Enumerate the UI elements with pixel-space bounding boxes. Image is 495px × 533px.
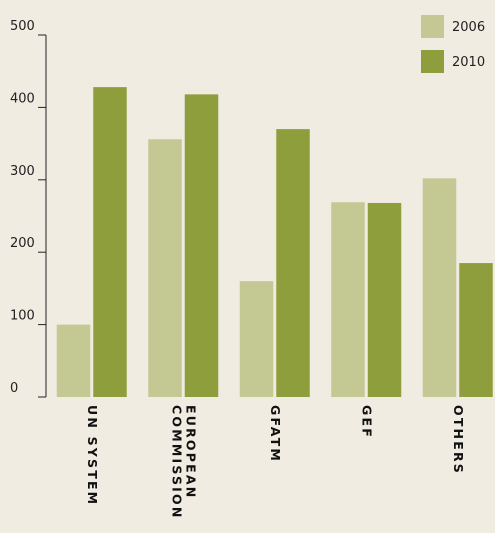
bar xyxy=(367,202,402,397)
y-tick-label: 0 xyxy=(10,381,18,396)
y-tick-label: 200 xyxy=(10,236,35,251)
x-tick-label: EUROPEAN COMMISSION xyxy=(169,405,199,520)
bar xyxy=(56,324,91,397)
y-tick-label: 300 xyxy=(10,164,35,179)
legend-label: 2010 xyxy=(452,55,485,70)
bar xyxy=(184,94,219,398)
y-tick-label: 500 xyxy=(10,19,35,34)
legend-swatch xyxy=(421,15,444,38)
x-tick-label: GEF xyxy=(359,405,375,439)
bar xyxy=(239,281,274,397)
y-tick-label: 100 xyxy=(10,309,35,324)
bar xyxy=(459,263,493,397)
bar xyxy=(93,87,127,398)
bar xyxy=(148,139,182,398)
x-tick-label: OTHERS xyxy=(450,405,466,475)
bar xyxy=(331,202,365,397)
y-tick-label: 400 xyxy=(10,91,35,106)
x-tick-label: UN SYSTEM xyxy=(84,405,100,507)
x-tick-label: GFATM xyxy=(267,405,283,464)
bar xyxy=(276,129,310,397)
legend-label: 2006 xyxy=(452,20,485,35)
bar xyxy=(422,178,457,397)
legend-swatch xyxy=(421,50,444,73)
